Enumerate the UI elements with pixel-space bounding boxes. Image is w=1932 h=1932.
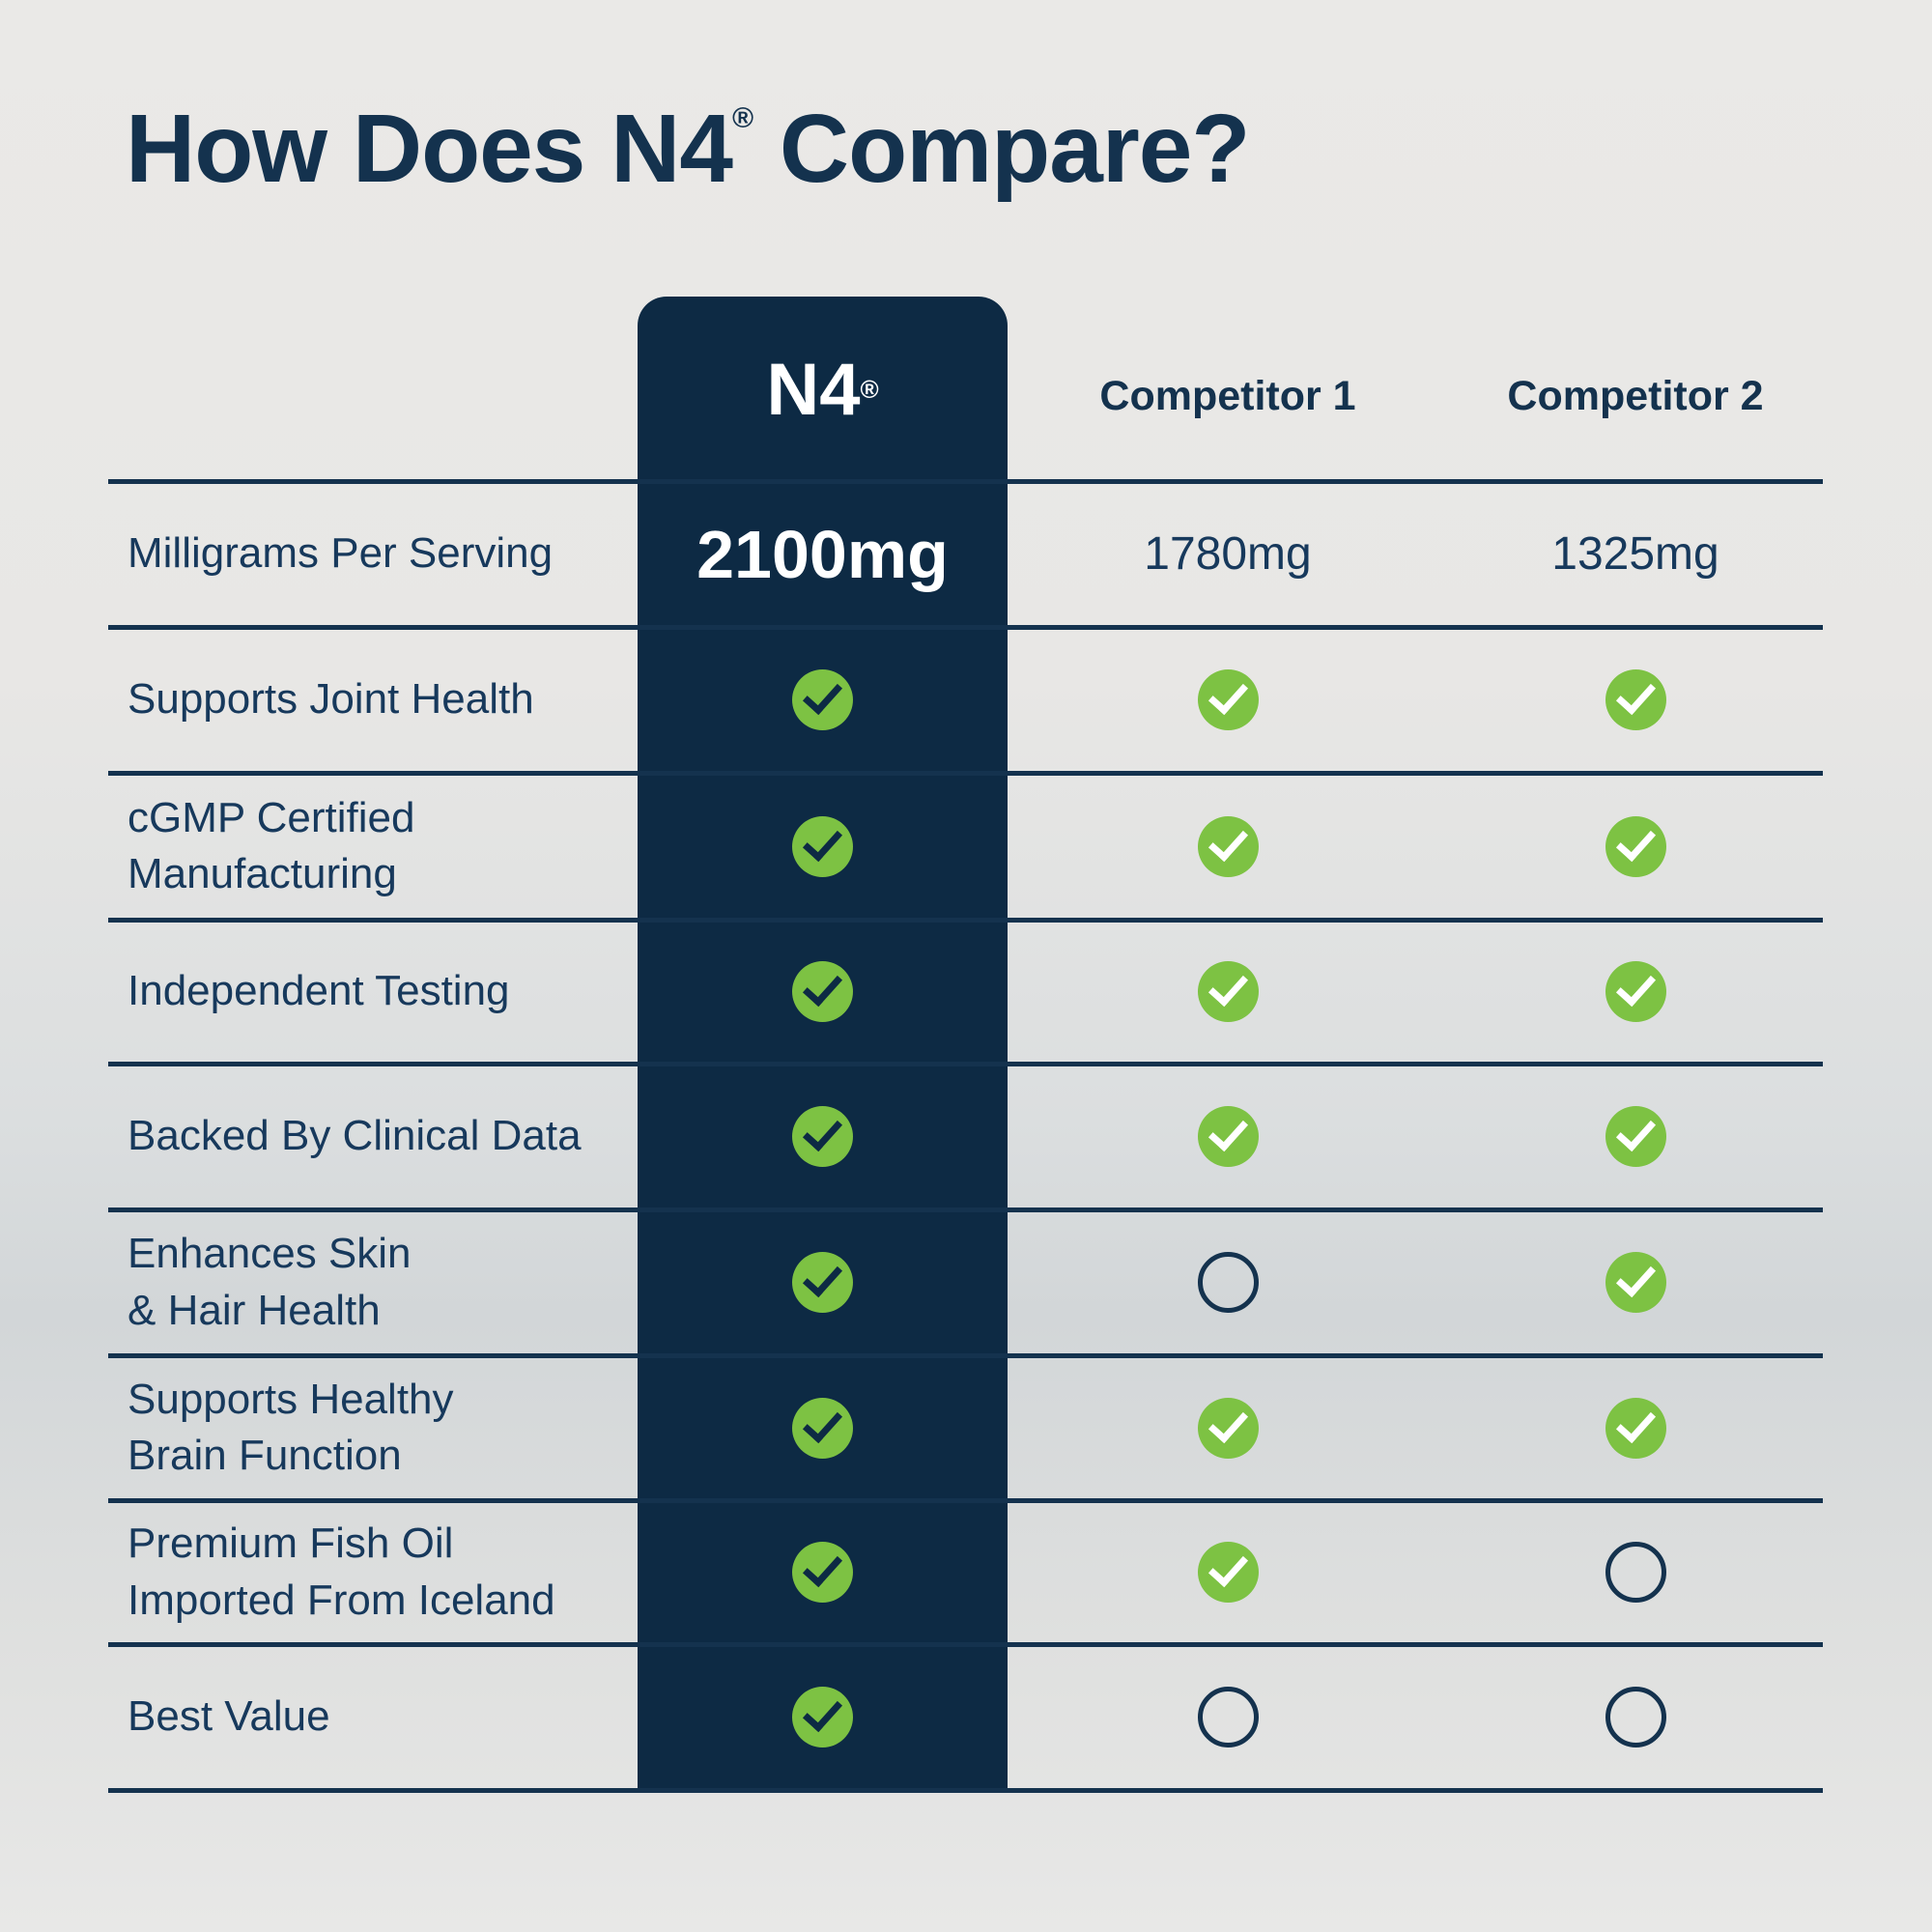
row-divider [108,1498,1823,1503]
check-icon [1198,961,1259,1022]
check-icon [792,1687,853,1747]
page-title-text: How Does N4 [126,95,733,203]
page-title-text-2: Compare? [753,95,1251,203]
product-name: N4 [766,348,861,431]
check-icon [792,1106,853,1167]
row-label-cgmp: cGMP Certified Manufacturing [128,793,415,897]
check-icon [792,669,853,730]
check-icon [1605,1252,1666,1313]
check-icon [1198,1398,1259,1459]
row-label-joint-health: Supports Joint Health [128,675,534,724]
row-divider [108,1062,1823,1066]
check-icon [1198,669,1259,730]
column-header-competitor-2: Competitor 2 [1507,372,1764,419]
row-divider [108,1642,1823,1647]
empty-circle-icon [1605,1542,1666,1603]
mg-value-n4: 2100mg [696,516,949,592]
check-icon [1605,961,1666,1022]
row-divider [108,1208,1823,1212]
mg-value-competitor-2: 1325mg [1551,528,1719,580]
row-divider [108,479,1823,484]
empty-circle-icon [1198,1252,1259,1313]
check-icon [1605,669,1666,730]
row-divider [108,625,1823,630]
empty-circle-icon [1198,1687,1259,1747]
row-label-milligrams: Milligrams Per Serving [128,529,554,578]
registered-trademark-icon: ® [732,102,754,134]
row-divider [108,918,1823,923]
row-label-skin-hair: Enhances Skin & Hair Health [128,1230,412,1334]
row-label-clinical-data: Backed By Clinical Data [128,1112,582,1160]
row-divider [108,1353,1823,1358]
row-label-best-value: Best Value [128,1692,330,1741]
column-header-competitor-1: Competitor 1 [1099,372,1356,419]
registered-trademark-icon: ® [860,374,879,404]
row-divider [108,771,1823,776]
check-icon [792,961,853,1022]
row-label-fish-oil: Premium Fish Oil Imported From Iceland [128,1520,555,1624]
check-icon [1605,1398,1666,1459]
check-icon [1198,1106,1259,1167]
column-header-n4: N4 ® [638,346,1008,433]
page-title: How Does N4® Compare? [126,99,1250,200]
check-icon [792,1252,853,1313]
row-divider [108,1788,1823,1793]
check-icon [792,1542,853,1603]
check-icon [1605,816,1666,877]
empty-circle-icon [1605,1687,1666,1747]
check-icon [792,816,853,877]
check-icon [1198,1542,1259,1603]
check-icon [1198,816,1259,877]
row-label-brain-function: Supports Healthy Brain Function [128,1375,454,1479]
check-icon [792,1398,853,1459]
check-icon [1605,1106,1666,1167]
mg-value-competitor-1: 1780mg [1144,528,1312,580]
row-label-independent-testing: Independent Testing [128,967,510,1015]
